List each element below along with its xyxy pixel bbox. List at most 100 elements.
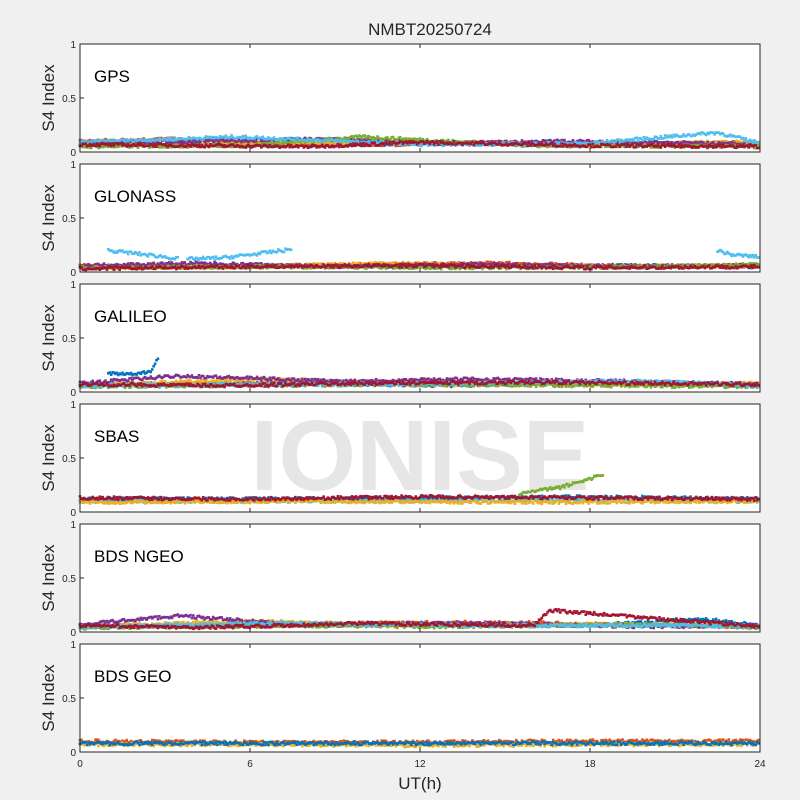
data-point <box>313 144 317 147</box>
data-point <box>619 143 623 147</box>
data-point <box>653 139 657 143</box>
data-point <box>343 136 347 139</box>
data-point <box>132 252 136 255</box>
data-point <box>683 134 687 138</box>
data-point <box>305 142 308 145</box>
data-point <box>264 137 267 141</box>
data-point <box>214 255 218 259</box>
data-point <box>226 137 229 141</box>
data-point <box>95 139 99 142</box>
data-point <box>291 137 294 140</box>
data-point <box>731 141 735 145</box>
data-point <box>265 251 269 255</box>
data-point <box>471 142 474 145</box>
data-point <box>238 141 242 145</box>
data-point <box>482 141 486 145</box>
data-point <box>175 143 178 146</box>
data-point <box>656 265 660 269</box>
data-point <box>196 257 199 260</box>
data-point <box>325 139 328 142</box>
data-point <box>176 145 180 148</box>
data-point <box>233 144 236 148</box>
data-point <box>532 263 535 266</box>
data-point <box>133 141 137 144</box>
data-point <box>109 263 113 267</box>
data-point <box>231 143 235 147</box>
data-point <box>391 262 395 266</box>
data-point <box>427 144 430 147</box>
data-point <box>269 145 273 149</box>
data-point <box>162 143 165 146</box>
data-point <box>88 142 92 146</box>
data-point <box>342 262 345 265</box>
data-point <box>306 262 310 266</box>
data-point <box>404 263 408 267</box>
data-point <box>318 136 321 140</box>
data-point <box>571 139 575 142</box>
data-point <box>160 143 164 146</box>
data-point <box>363 142 367 146</box>
data-point <box>604 145 607 149</box>
data-point <box>288 142 291 145</box>
data-point <box>590 263 593 266</box>
data-point <box>179 146 182 149</box>
data-point <box>427 141 430 144</box>
data-point <box>102 262 106 265</box>
data-point <box>411 137 415 141</box>
data-point <box>444 262 447 265</box>
data-point <box>427 139 430 143</box>
data-point <box>277 144 280 148</box>
data-point <box>80 142 83 145</box>
data-point <box>227 255 231 259</box>
data-point <box>363 144 367 148</box>
data-point <box>131 140 134 144</box>
data-point <box>592 144 596 147</box>
data-point <box>534 262 538 266</box>
data-point <box>192 257 195 261</box>
data-point <box>214 136 218 139</box>
data-point <box>203 140 206 143</box>
data-point <box>435 141 439 145</box>
data-point <box>269 143 273 146</box>
data-point <box>643 138 647 141</box>
data-point <box>544 142 548 145</box>
data-point <box>741 141 745 144</box>
data-point <box>595 140 599 144</box>
data-point <box>709 143 712 146</box>
data-point <box>218 256 222 260</box>
data-point <box>377 141 381 145</box>
data-point <box>81 142 85 146</box>
data-point <box>601 139 605 143</box>
data-point <box>704 144 708 148</box>
data-point <box>370 141 374 145</box>
data-point <box>515 139 518 143</box>
data-point <box>207 255 211 259</box>
data-point <box>744 136 748 140</box>
data-point <box>719 146 722 149</box>
data-point <box>92 263 96 267</box>
data-point <box>95 262 99 266</box>
data-point <box>577 142 580 145</box>
data-point <box>699 142 702 146</box>
data-point <box>585 139 589 142</box>
data-point <box>126 142 130 146</box>
data-point <box>418 137 422 140</box>
data-point <box>727 265 731 268</box>
data-point <box>125 140 129 144</box>
data-point <box>129 250 133 254</box>
data-point <box>591 140 595 143</box>
data-point <box>230 254 233 258</box>
data-point <box>99 140 103 143</box>
data-point <box>337 138 341 142</box>
data-point <box>172 139 175 142</box>
data-point <box>104 144 107 148</box>
data-point <box>203 263 206 267</box>
data-point <box>626 139 630 142</box>
data-point <box>271 144 274 147</box>
data-point <box>554 144 558 148</box>
data-point <box>339 141 342 144</box>
data-point <box>597 145 600 149</box>
data-point <box>635 145 639 149</box>
data-point <box>445 141 449 144</box>
data-point <box>738 142 742 146</box>
